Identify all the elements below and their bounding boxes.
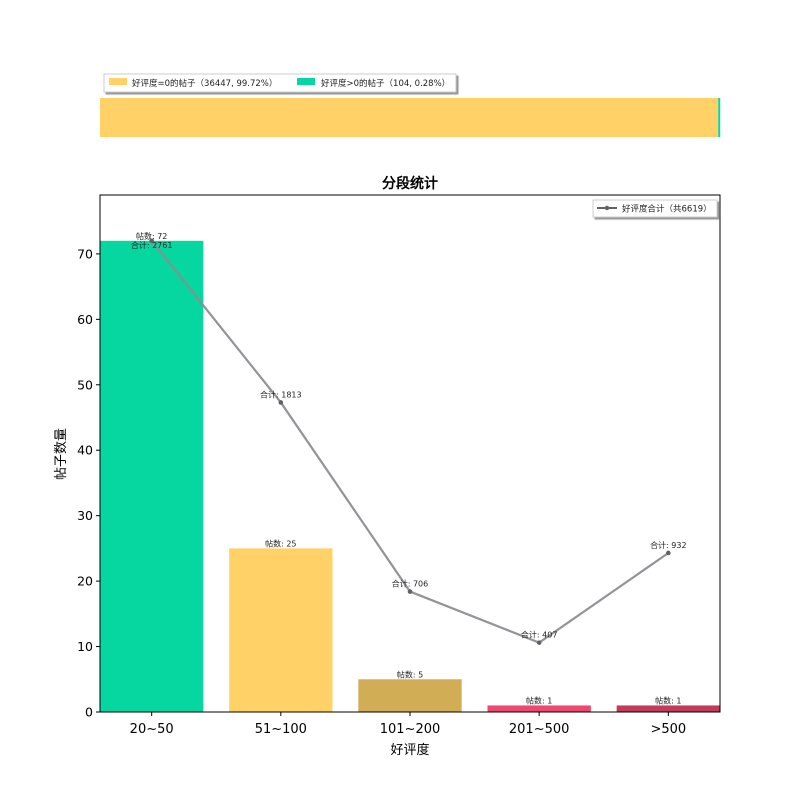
bar-2 bbox=[358, 679, 462, 712]
legend-label-positive: 好评度>0的帖子（104, 0.28%） bbox=[321, 78, 450, 89]
y-tick-label: 30 bbox=[77, 508, 93, 523]
line-point-1 bbox=[278, 400, 284, 405]
bar-1 bbox=[229, 548, 333, 712]
bar-label-3: 帖数: 1 bbox=[526, 695, 552, 705]
stacked-segment-1 bbox=[718, 98, 721, 137]
plot-frame bbox=[99, 194, 721, 713]
line-label-1: 合计: 1813 bbox=[260, 389, 302, 399]
x-tick-label: 201~500 bbox=[509, 722, 570, 737]
top-legend-box bbox=[103, 73, 457, 93]
y-tick-label: 0 bbox=[85, 705, 93, 720]
legend-line-marker bbox=[604, 205, 610, 211]
y-axis-label: 帖子数量 bbox=[54, 428, 69, 480]
legend-swatch-zero bbox=[109, 78, 127, 85]
line-label-4: 合计: 932 bbox=[650, 540, 687, 550]
x-tick-label: 20~50 bbox=[130, 722, 174, 737]
line-point-0 bbox=[149, 238, 154, 244]
bar-label-1: 帖数: 25 bbox=[265, 538, 296, 548]
bar-4 bbox=[616, 705, 720, 712]
legend-label-zero: 好评度=0的帖子（36447, 99.72%） bbox=[132, 78, 277, 89]
chart-title: 分段统计 bbox=[382, 175, 438, 192]
line-point-4 bbox=[666, 550, 671, 556]
line-label-2: 合计: 706 bbox=[392, 579, 429, 589]
y-tick-label: 70 bbox=[77, 246, 93, 261]
x-tick-label: 101~200 bbox=[380, 722, 441, 737]
x-axis-label: 好评度 bbox=[390, 742, 429, 758]
legend-swatch-positive bbox=[297, 78, 315, 85]
y-tick-label: 20 bbox=[77, 574, 93, 589]
line-label-3: 合计: 407 bbox=[521, 630, 558, 640]
line-point-2 bbox=[407, 589, 413, 594]
legend-line-label: 好评度合计（共6619） bbox=[622, 204, 712, 215]
bar-label-2: 帖数: 5 bbox=[397, 669, 423, 679]
bar-3 bbox=[487, 705, 591, 712]
x-tick-label: 51~100 bbox=[255, 722, 307, 737]
bar-label-0: 帖数: 72 bbox=[136, 231, 167, 241]
stacked-segment-0 bbox=[100, 98, 719, 137]
y-tick-label: 50 bbox=[77, 377, 93, 392]
bar-0 bbox=[100, 240, 204, 712]
line-point-3 bbox=[536, 640, 542, 645]
y-tick-label: 10 bbox=[77, 639, 93, 654]
y-tick-label: 40 bbox=[77, 443, 93, 458]
y-tick-label: 60 bbox=[77, 312, 93, 327]
top-legend: 好评度=0的帖子（36447, 99.72%） 好评度>0的帖子（104, 0.… bbox=[103, 73, 457, 93]
bar-label-4: 帖数: 1 bbox=[655, 695, 681, 705]
main-legend: 好评度合计（共6619） bbox=[592, 199, 718, 218]
stacked-bar bbox=[100, 98, 721, 137]
main-legend-box bbox=[592, 199, 718, 218]
plot-area: 0 10 20 30 40 50 60 70 帖数: 72 帖数: 25 帖数: 5 帖数: 1 帖数:… bbox=[77, 231, 720, 737]
line-label-0: 合计: 2761 bbox=[131, 240, 173, 250]
x-tick-label: >500 bbox=[650, 722, 686, 737]
